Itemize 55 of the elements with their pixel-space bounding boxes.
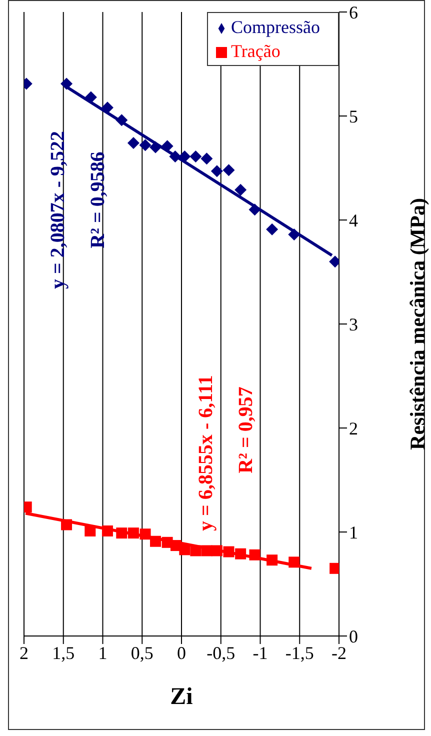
- point: [249, 549, 260, 560]
- point: [288, 228, 300, 241]
- x-axis-title: Zi: [170, 684, 194, 710]
- x-tick-label: -1,5: [285, 642, 314, 663]
- y-tick-label: 4: [349, 210, 358, 230]
- y-tick-label: 0: [349, 626, 358, 646]
- point: [235, 548, 246, 560]
- point: [288, 556, 300, 568]
- x-tick-label: -0,5: [206, 642, 236, 663]
- x-tick-label: 1,5: [52, 642, 75, 663]
- point: [60, 78, 73, 90]
- y-tick-label: 2: [349, 418, 358, 438]
- point: [61, 519, 72, 530]
- point: [127, 137, 140, 150]
- y-tick-label: 1: [349, 522, 358, 542]
- point: [210, 165, 223, 178]
- point: [211, 545, 222, 556]
- point: [140, 528, 151, 540]
- point: [169, 150, 182, 163]
- point: [190, 545, 202, 556]
- point: [200, 152, 213, 165]
- x-tick-label: 0: [177, 642, 186, 663]
- point: [116, 114, 128, 126]
- x-tick-label: 0,5: [130, 642, 154, 663]
- point: [266, 554, 278, 566]
- y-tick-label: 3: [349, 314, 358, 334]
- point: [190, 150, 202, 163]
- point: [150, 141, 162, 154]
- x-tick-label: -2: [332, 642, 346, 663]
- annotation: y = 6,8555x - 6,111: [195, 375, 217, 531]
- point: [139, 139, 152, 152]
- point: [266, 223, 278, 236]
- y-tick-label: 5: [349, 106, 358, 126]
- point: [128, 528, 139, 539]
- point: [179, 544, 190, 556]
- y-axis-title: Resistência mecânica (MPa): [405, 198, 430, 450]
- point: [116, 528, 128, 539]
- point: [102, 525, 113, 536]
- point: [150, 536, 162, 547]
- x-tick-label: -1: [252, 642, 268, 663]
- x-tick-label: 1: [98, 642, 108, 663]
- point: [222, 164, 235, 176]
- point: [201, 545, 212, 556]
- legend-label: Tração: [231, 41, 280, 61]
- annotation: R² = 0,957: [235, 386, 257, 474]
- y-tick-label: 6: [349, 2, 358, 22]
- annotation: R² = 0,9586: [87, 152, 109, 248]
- x-tick-label: 2: [20, 642, 28, 663]
- legend-label: Compressão: [231, 17, 320, 37]
- point: [84, 91, 97, 104]
- point: [84, 525, 96, 536]
- annotation: y = 2,0807x - 9,522: [47, 130, 69, 290]
- point: [234, 184, 247, 196]
- point: [223, 546, 234, 558]
- point: [248, 204, 261, 216]
